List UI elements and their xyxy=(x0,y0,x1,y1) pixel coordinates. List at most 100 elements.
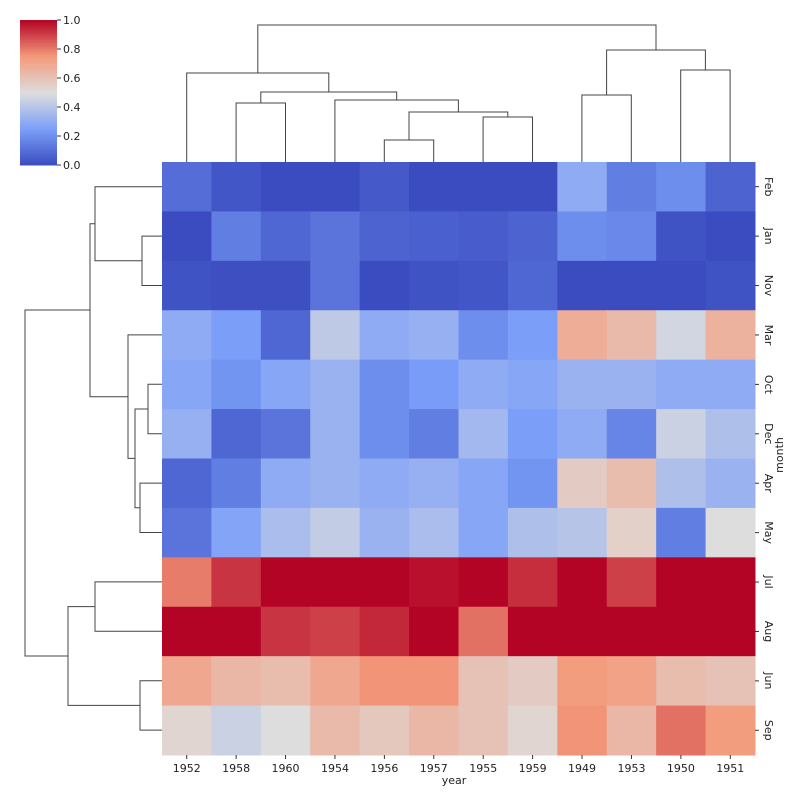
colorbar-segment xyxy=(20,111,57,115)
heatmap-cell xyxy=(557,211,608,262)
heatmap-cell xyxy=(162,557,212,608)
heatmap-cell xyxy=(656,310,707,361)
colorbar-segment xyxy=(20,70,57,74)
colorbar-segment xyxy=(20,150,57,154)
heatmap-cell xyxy=(310,705,361,756)
colorbar-segment xyxy=(20,133,57,137)
heatmap-cell xyxy=(359,557,410,608)
heatmap-cell xyxy=(260,211,311,262)
heatmap-cell xyxy=(211,656,262,707)
heatmap-cell xyxy=(705,458,756,509)
heatmap-cell xyxy=(162,458,212,509)
x-tick-label: 1950 xyxy=(667,762,695,775)
colorbar-segment xyxy=(20,51,57,55)
x-tick-label: 1958 xyxy=(222,762,250,775)
colorbar-segment xyxy=(20,53,57,57)
heatmap-cell xyxy=(359,260,410,311)
x-tick-label: 1949 xyxy=(568,762,596,775)
heatmap-cell xyxy=(507,507,558,558)
y-tick-label: Jun xyxy=(762,671,775,689)
colorbar-segment xyxy=(20,65,57,69)
heatmap-cell xyxy=(606,557,657,608)
y-tick-label: Jul xyxy=(762,574,775,588)
heatmap-cell xyxy=(656,359,707,410)
colorbar-segment xyxy=(20,121,57,125)
heatmap-cell xyxy=(409,705,459,756)
heatmap-cell xyxy=(656,211,707,262)
heatmap-cell xyxy=(359,507,410,558)
colorbar-segment xyxy=(20,162,57,166)
heatmap-cell xyxy=(162,359,212,410)
heatmap-cell xyxy=(507,310,558,361)
heatmap-cell xyxy=(211,260,262,311)
heatmap-cell xyxy=(705,310,756,361)
heatmap-cell xyxy=(656,458,707,509)
heatmap-cell xyxy=(458,656,509,707)
heatmap-cell xyxy=(705,557,756,608)
heatmap-cell xyxy=(310,656,361,707)
y-tick-label: Jan xyxy=(762,227,775,245)
colorbar-segment xyxy=(20,116,57,120)
heatmap-cell xyxy=(260,260,311,311)
colorbar-segment xyxy=(20,78,57,81)
heatmap-cell xyxy=(458,359,509,410)
colorbar-segment xyxy=(20,63,57,67)
colorbar-tick-label: 0.6 xyxy=(63,72,81,85)
heatmap-cell xyxy=(458,409,509,459)
heatmap-cell xyxy=(458,211,509,262)
x-tick-label: 1956 xyxy=(370,762,398,775)
heatmap-cell xyxy=(656,705,707,756)
heatmap-cell xyxy=(705,359,756,410)
heatmap-cell xyxy=(310,359,361,410)
colorbar-tick-label: 1.0 xyxy=(63,14,81,27)
heatmap-cell xyxy=(606,507,657,558)
colorbar-segment xyxy=(20,27,57,31)
x-axis-label: year xyxy=(442,774,467,787)
colorbar-segment xyxy=(20,34,57,38)
heatmap-cell xyxy=(705,162,756,212)
heatmap-cell xyxy=(310,260,361,311)
heatmap-cell xyxy=(557,260,608,311)
colorbar-segment xyxy=(20,75,57,79)
heatmap-cell xyxy=(606,409,657,459)
x-tick-label: 1960 xyxy=(272,762,300,775)
heatmap-cell xyxy=(656,409,707,459)
heatmap-cell xyxy=(557,310,608,361)
heatmap-cell xyxy=(359,705,410,756)
colorbar-segment xyxy=(20,152,57,156)
colorbar-segment xyxy=(20,92,57,96)
heatmap-cell xyxy=(606,705,657,756)
heatmap-cell xyxy=(507,162,558,212)
colorbar-segment xyxy=(20,119,57,122)
y-tick-label: Apr xyxy=(762,474,775,494)
heatmap-cell xyxy=(162,606,212,657)
y-tick-label: May xyxy=(762,521,775,544)
colorbar-segment xyxy=(20,99,57,103)
heatmap-cell xyxy=(507,458,558,509)
heatmap-cell xyxy=(458,260,509,311)
colorbar-segment xyxy=(20,56,57,60)
colorbar-segment xyxy=(20,22,57,26)
y-tick-label: Nov xyxy=(762,275,775,297)
colorbar-segment xyxy=(20,85,57,89)
heatmap-cell xyxy=(606,310,657,361)
colorbar-segment xyxy=(20,140,57,144)
colorbar-segment xyxy=(20,104,57,108)
heatmap-cell xyxy=(409,458,459,509)
heatmap-cell xyxy=(260,409,311,459)
y-tick-label: Oct xyxy=(762,375,775,395)
colorbar-segment xyxy=(20,29,57,33)
colorbar-segment xyxy=(20,36,57,40)
heatmap-cell xyxy=(458,310,509,361)
colorbar-segment xyxy=(20,155,57,159)
colorbar-segment xyxy=(20,145,57,149)
heatmap-cell xyxy=(606,458,657,509)
colorbar-segment xyxy=(20,49,57,52)
colorbar-segment xyxy=(20,90,57,93)
heatmap-cell xyxy=(359,359,410,410)
heatmap-cell xyxy=(507,705,558,756)
heatmap-cell xyxy=(705,507,756,558)
heatmap-cell xyxy=(409,409,459,459)
heatmap-cell xyxy=(409,211,459,262)
